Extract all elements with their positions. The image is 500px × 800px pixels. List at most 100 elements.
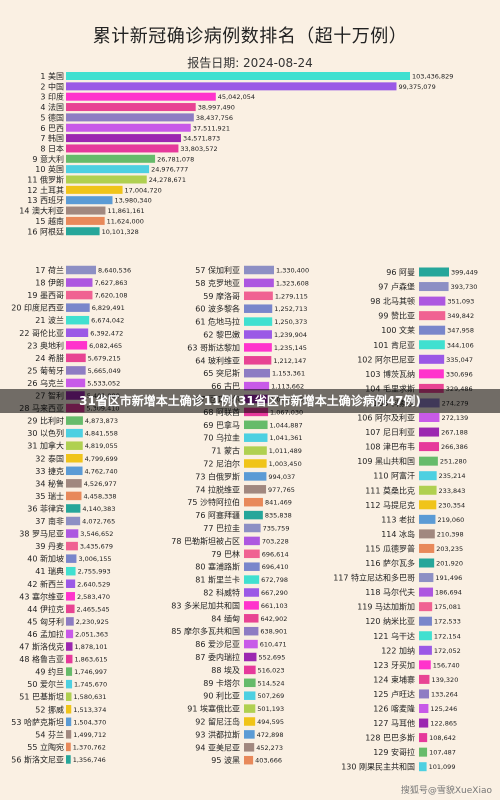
bar-label-87: 87 委内瑞拉 [195,652,240,662]
bar-78 [244,536,260,546]
bar-49 [66,667,73,676]
value-label-36: 4,140,383 [82,505,115,513]
value-label-14: 11,861,161 [107,207,144,215]
bar-52 [66,705,72,714]
value-label-111: 233,843 [439,487,466,495]
value-label-41: 2,755,993 [78,568,111,576]
bar-label-80: 80 塞浦路斯 [195,562,240,572]
bar-label-88: 88 埃及 [211,665,240,675]
value-label-65: 1,153,361 [272,370,305,378]
value-label-21: 6,674,042 [91,317,124,325]
bar-71 [244,446,267,455]
value-label-46: 2,051,363 [75,630,108,638]
bar-label-103: 103 博茨瓦纳 [365,369,415,379]
bar-3 [66,92,216,101]
bar-label-115: 115 瓜德罗普 [365,543,415,553]
bar-62 [244,330,272,339]
bar-label-31: 31 加拿大 [27,441,64,451]
bar-76 [244,510,263,520]
bar-64 [244,356,272,365]
bar-40 [66,554,77,563]
bar-label-63: 63 哥斯达黎加 [187,342,240,352]
value-label-61: 1,250,373 [274,318,307,326]
bar-label-75: 75 沙特阿拉伯 [187,497,240,507]
bar-127 [419,718,429,728]
value-label-47: 1,878,101 [75,643,108,651]
value-label-119: 175,081 [434,603,461,611]
bar-label-98: 98 北马其顿 [370,296,415,306]
bar-91 [244,704,256,713]
value-label-115: 203,235 [436,545,463,553]
bar-15 [66,216,105,225]
value-label-11: 24,278,671 [149,176,186,184]
bar-44 [66,604,75,614]
bar-label-91: 91 埃塞俄比亚 [187,704,240,714]
value-label-35: 4,458,338 [83,492,116,500]
bar-110 [419,471,437,481]
bar-label-113: 113 老挝 [381,514,415,524]
bar-label-51: 51 巴基斯坦 [19,692,64,702]
value-label-118: 186,694 [435,589,462,597]
bar-74 [244,485,267,494]
value-label-86: 610,471 [260,641,287,649]
bar-83 [244,601,259,610]
bar-label-2: 2 中国 [40,81,64,91]
bar-10 [66,165,150,174]
bar-45 [66,617,74,626]
bar-36 [66,504,81,513]
bar-label-22: 22 哥伦比亚 [19,328,64,338]
value-label-31: 4,819,055 [85,442,118,450]
bar-label-47: 47 斯洛伐克 [19,642,64,652]
bar-label-65: 65 突尼斯 [203,368,240,378]
value-label-114: 210,398 [437,530,464,538]
value-label-85: 638,901 [260,628,287,636]
bar-label-102: 102 阿尔巴尼亚 [357,354,415,364]
bar-label-35: 35 瑞士 [35,491,64,501]
bar-119 [419,602,433,612]
value-label-82: 667,290 [261,589,288,597]
bar-label-109: 109 黑山共和国 [357,456,415,466]
bar-label-17: 17 荷兰 [35,265,64,275]
value-label-73: 994,037 [268,473,295,481]
bar-96 [419,267,449,277]
bar-86 [244,639,258,649]
value-label-48: 1,863,615 [74,656,107,664]
bar-18 [66,278,93,287]
value-label-39: 3,435,679 [80,543,113,551]
bar-41 [66,566,76,576]
bar-113 [419,514,436,524]
value-label-108: 266,386 [441,443,468,451]
bar-label-37: 37 南非 [35,516,64,526]
value-label-109: 251,280 [440,458,467,466]
bar-72 [244,459,267,468]
bar-label-23: 23 奥地利 [27,340,64,350]
bar-label-76: 76 阿塞拜疆 [195,510,240,520]
bar-label-74: 74 拉脱维亚 [195,484,240,494]
bar-50 [66,679,73,689]
bar-69 [244,420,268,430]
value-label-127: 122,865 [430,720,457,728]
bar-label-18: 18 伊朗 [35,278,64,288]
bar-9 [66,154,156,163]
bar-61 [244,317,273,326]
bar-label-114: 114 冰岛 [381,529,415,539]
value-label-56: 1,356,746 [73,756,106,764]
bar-label-34: 34 秘鲁 [35,478,64,488]
bar-label-8: 8 日本 [40,143,64,153]
bar-54 [66,730,72,739]
bar-32 [66,454,83,463]
value-label-25: 5,665,049 [88,367,121,375]
value-label-2: 99,375,079 [398,83,435,91]
value-label-94: 452,273 [256,744,283,752]
bar-98 [419,296,446,306]
bar-label-9: 9 意大利 [32,154,64,164]
value-label-76: 835,838 [265,512,292,520]
value-label-78: 703,228 [262,537,289,545]
value-label-50: 1,745,670 [74,681,107,689]
bar-21 [66,315,90,325]
value-label-37: 4,072,765 [82,518,115,526]
value-label-53: 1,504,370 [73,718,106,726]
bar-label-117: 117 特立尼达和多巴哥 [333,573,415,583]
bar-128 [419,733,428,743]
